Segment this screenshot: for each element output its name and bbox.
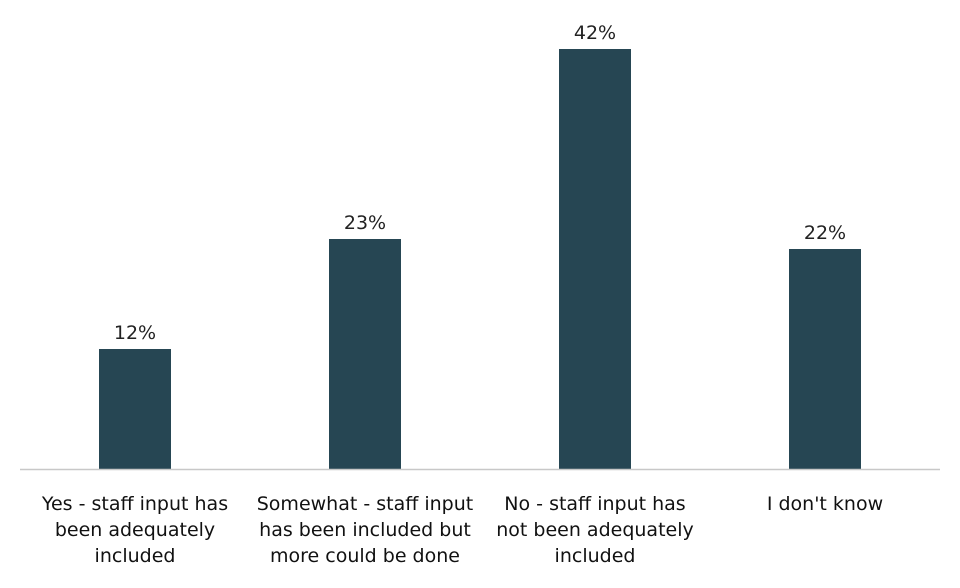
category-label-line: included (95, 545, 176, 567)
category-label-2: Somewhat - staff input has been included … (257, 493, 474, 567)
category-label-line: included (555, 545, 636, 567)
category-label-line: not been adequately (496, 519, 693, 541)
category-labels-group: Yes - staff input has been adequately incl… (41, 493, 883, 567)
data-label-4: 22% (804, 222, 846, 244)
category-label-line: more could be done (270, 545, 460, 567)
bar-1 (99, 349, 171, 469)
value-labels-group: 12% 23% 42% 22% (114, 22, 846, 344)
category-label-1: Yes - staff input has been adequately incl… (41, 493, 228, 567)
category-label-line: No - staff input has (504, 493, 685, 515)
bars-group (99, 49, 861, 469)
bar-2 (329, 239, 401, 469)
category-label-line: has been included but (259, 519, 471, 541)
category-label-line: I don't know (767, 493, 883, 515)
data-label-2: 23% (344, 212, 386, 234)
category-label-line: Somewhat - staff input (257, 493, 474, 515)
category-label-line: been adequately (55, 519, 215, 541)
category-label-4: I don't know (767, 493, 883, 515)
data-label-3: 42% (574, 22, 616, 44)
category-label-3: No - staff input has not been adequately i… (496, 493, 693, 567)
data-label-1: 12% (114, 322, 156, 344)
bar-3 (559, 49, 631, 469)
category-label-line: Yes - staff input has (41, 493, 228, 515)
bar-4 (789, 249, 861, 469)
